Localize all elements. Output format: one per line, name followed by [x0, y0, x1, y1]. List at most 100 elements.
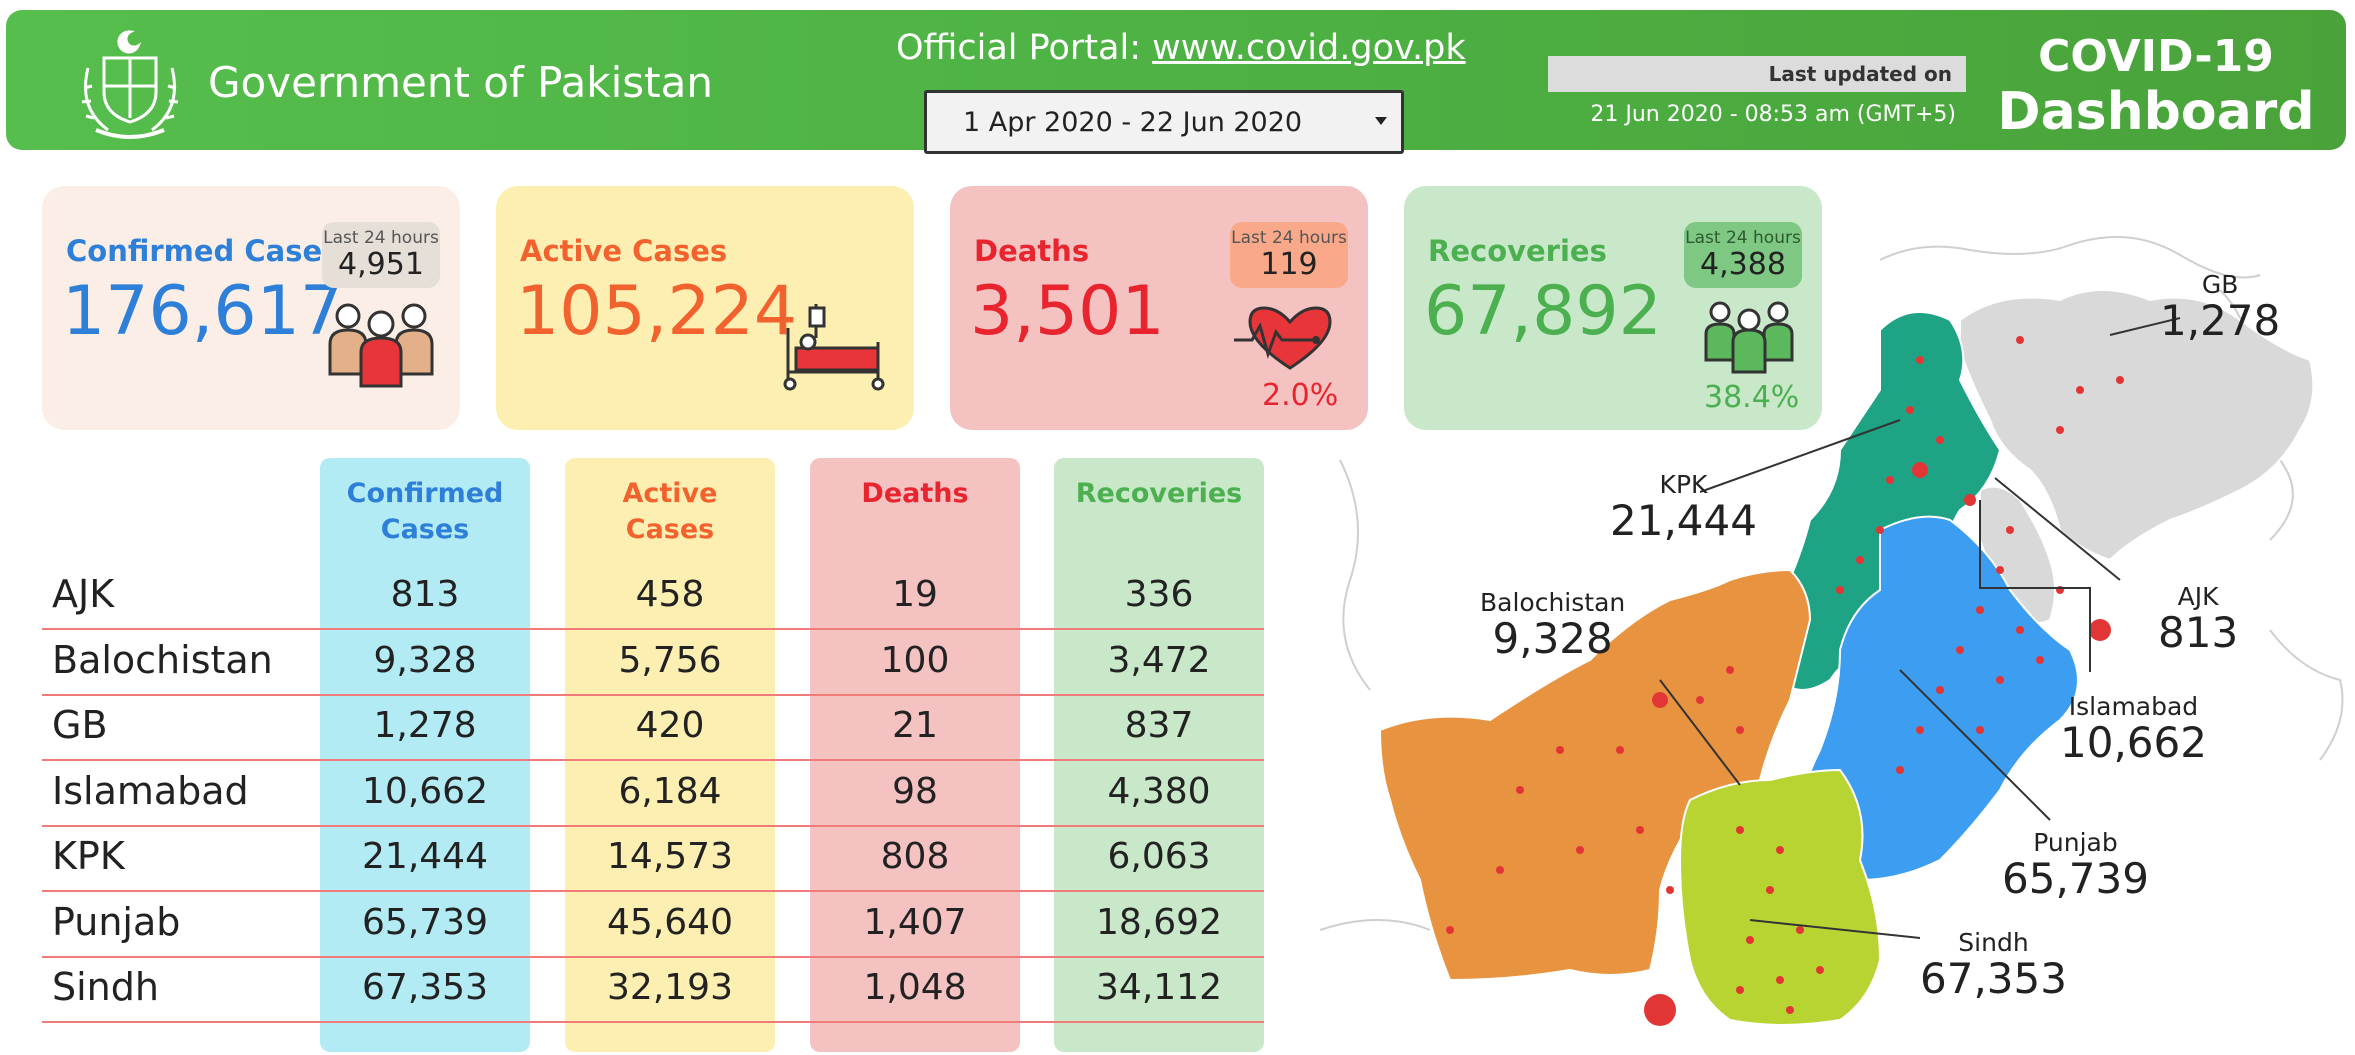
cell-recoveries: 4,380: [1107, 770, 1211, 812]
active-column-bg: [565, 458, 775, 1052]
confirmed-column-header: Confirmed Cases: [320, 476, 530, 549]
recovered-people-icon: [1704, 301, 1794, 374]
confirmed-24h-badge: Last 24 hours 4,951: [322, 222, 440, 288]
row-divider: [42, 955, 1264, 958]
badge-value: 4,388: [1700, 247, 1786, 282]
row-label: Balochistan: [52, 637, 273, 682]
row-divider: [42, 628, 1264, 630]
cell-deaths: 98: [892, 770, 938, 812]
recoveries-column-header: Recoveries: [1075, 478, 1243, 509]
date-range-value: 1 Apr 2020 - 22 Jun 2020: [963, 106, 1303, 138]
date-range-dropdown[interactable]: 1 Apr 2020 - 22 Jun 2020: [924, 90, 1404, 154]
badge-value: 119: [1260, 247, 1318, 282]
deaths-card-title: Deaths: [974, 234, 1090, 268]
cell-recoveries: 18,692: [1096, 901, 1222, 943]
active-column-header: Active Cases: [565, 476, 775, 549]
deaths-column-bg: [810, 458, 1020, 1052]
row-label: Islamabad: [52, 768, 249, 813]
cell-confirmed: 9,328: [373, 639, 477, 681]
active-card-title: Active Cases: [520, 234, 728, 268]
row-label: Sindh: [52, 965, 159, 1009]
map-label-name: Sindh: [1958, 928, 2029, 957]
map-label-balochistan: Balochistan 9,328: [1480, 588, 1625, 661]
cell-confirmed: 67,353: [362, 967, 488, 1008]
last-updated-label: Last updated on: [1548, 56, 1966, 92]
badge-label: Last 24 hours: [323, 228, 439, 248]
cell-deaths: 21: [892, 705, 938, 746]
cell-deaths: 100: [880, 639, 950, 681]
map-label-islamabad: Islamabad 10,662: [2060, 692, 2207, 765]
map-label-name: GB: [2201, 270, 2239, 299]
row-divider: [42, 890, 1264, 892]
cell-deaths: 1,048: [863, 967, 967, 1008]
cell-recoveries: 837: [1124, 705, 1194, 746]
map-label-sindh: Sindh 67,353: [1920, 928, 2067, 1001]
map-label-value: 813: [2158, 608, 2239, 657]
dashboard-title-line2: Dashboard: [1997, 81, 2315, 142]
dashboard-title-line1: COVID-19: [2038, 31, 2274, 82]
punjab-region: [1788, 515, 2079, 882]
cell-confirmed: 21,444: [362, 836, 488, 877]
active-card: Active Cases 105,224: [496, 186, 914, 430]
cell-active: 5,756: [618, 639, 722, 681]
recovery-rate: 38.4%: [1704, 380, 1800, 415]
cell-recoveries: 6,063: [1107, 836, 1211, 877]
cell-confirmed: 10,662: [362, 770, 488, 812]
recoveries-24h-badge: Last 24 hours 4,388: [1684, 222, 1802, 288]
cell-confirmed: 813: [390, 574, 460, 615]
confirmed-column-bg: [320, 458, 530, 1052]
portal-text: Official Portal: www.covid.gov.pk: [896, 28, 1466, 68]
dashboard-title: COVID-19 Dashboard: [1996, 31, 2316, 142]
map-label-value: 65,739: [2002, 854, 2149, 903]
pakistan-map: GB 1,278 KPK 21,444 AJK 813 Balochistan …: [1319, 230, 2350, 1055]
map-label-punjab: Punjab 65,739: [2002, 828, 2149, 901]
confirmed-card-title: Confirmed Cases: [66, 234, 340, 268]
badge-label: Last 24 hours: [1685, 228, 1801, 248]
map-label-value: 1,278: [2160, 296, 2281, 345]
gb-region: [1959, 289, 2315, 562]
deaths-card-value: 3,501: [970, 272, 1165, 351]
recoveries-card-value: 67,892: [1424, 272, 1662, 351]
row-divider: [42, 759, 1264, 761]
active-card-value: 105,224: [516, 272, 798, 351]
cell-active: 14,573: [607, 836, 733, 877]
pakistan-map-svg: [1319, 236, 2344, 1026]
map-label-name: KPK: [1659, 470, 1708, 499]
cell-deaths: 19: [892, 574, 938, 615]
recoveries-column-bg: [1054, 458, 1264, 1052]
row-label: Punjab: [52, 899, 181, 944]
confirmed-card: Confirmed Cases 176,617 Last 24 hours 4,…: [42, 186, 460, 430]
row-label: AJK: [52, 572, 115, 616]
cell-active: 458: [635, 574, 705, 615]
row-divider: [42, 824, 1264, 827]
map-label-name: Punjab: [2033, 828, 2118, 857]
cell-active: 420: [635, 705, 705, 746]
cell-active: 32,193: [607, 967, 733, 1008]
deaths-card: Deaths 3,501 Last 24 hours 119 2.0%: [950, 186, 1368, 430]
map-label-name: Islamabad: [2068, 692, 2199, 721]
cell-deaths: 1,407: [863, 901, 967, 943]
header-line: Active: [622, 478, 718, 509]
map-label-value: 21,444: [1610, 496, 1757, 545]
pakistan-emblem-icon: [81, 30, 179, 139]
heartbeat-icon: [1234, 306, 1332, 370]
header-line: Cases: [625, 514, 715, 546]
badge-value: 4,951: [338, 247, 424, 282]
cell-active: 45,640: [607, 901, 733, 943]
death-rate: 2.0%: [1262, 378, 1339, 413]
last-updated-value: 21 Jun 2020 - 08:53 am (GMT+5): [1590, 102, 1956, 127]
map-label-value: 10,662: [2060, 718, 2207, 767]
cell-recoveries: 336: [1124, 574, 1194, 615]
map-label-name: AJK: [2177, 582, 2219, 611]
cell-recoveries: 34,112: [1096, 967, 1222, 1008]
cell-recoveries: 3,472: [1107, 639, 1211, 681]
case-dots: [1446, 336, 2124, 1026]
badge-label: Last 24 hours: [1231, 228, 1347, 248]
hospital-bed-icon: [783, 304, 885, 391]
confirmed-card-value: 176,617: [62, 272, 344, 351]
portal-prefix: Official Portal:: [896, 28, 1153, 68]
caret-down-icon: [1375, 117, 1387, 125]
row-label: GB: [52, 703, 108, 747]
portal-link[interactable]: www.covid.gov.pk: [1152, 28, 1466, 68]
map-label-kpk: KPK 21,444: [1610, 470, 1757, 543]
